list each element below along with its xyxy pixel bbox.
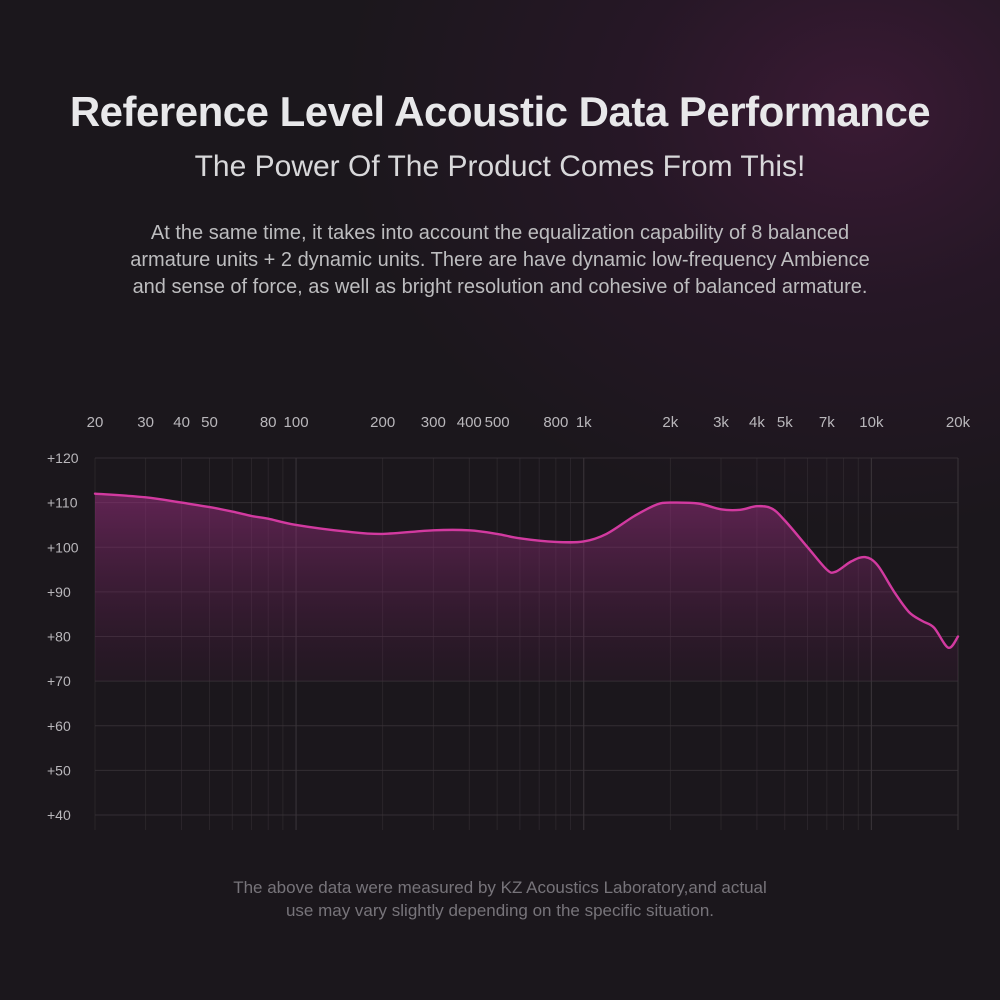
chart-series <box>93 492 960 649</box>
series-line <box>93 492 960 649</box>
y-tick-label: +120 <box>47 450 79 466</box>
y-tick-label: +70 <box>47 673 71 689</box>
x-tick-label: 200 <box>370 414 395 431</box>
description-line: and sense of force, as well as bright re… <box>132 276 868 298</box>
x-tick-label: 30 <box>137 414 154 431</box>
x-tick-label: 100 <box>284 414 309 431</box>
y-tick-label: +80 <box>47 629 71 645</box>
x-tick-label: 20 <box>87 414 104 431</box>
x-tick-label: 80 <box>260 414 277 431</box>
x-tick-label: 5k <box>777 414 793 431</box>
x-tick-label: 3k <box>713 414 729 431</box>
y-axis-ticks: +120 +110 +100 +90 +80 +70 +60 +50 +40 <box>47 450 79 823</box>
x-tick-label: 7k <box>819 414 835 431</box>
x-tick-label: 4k <box>749 414 765 431</box>
x-tick-label: 2k <box>662 414 678 431</box>
y-tick-label: +90 <box>47 584 71 600</box>
description-line: armature units + 2 dynamic units. There … <box>130 249 870 271</box>
page-title: Reference Level Acoustic Data Performanc… <box>69 88 931 135</box>
x-tick-label: 1k <box>576 414 592 431</box>
footnote: The above data were measured by KZ Acous… <box>100 876 900 922</box>
area-fill <box>95 493 958 682</box>
x-axis-ticks: 20 30 40 50 80 100 200 300 400 500 800 1k 2k 3k 4k 5k 7k… <box>87 414 971 431</box>
x-tick-label: 10k <box>859 414 884 431</box>
description: At the same time, it takes into account … <box>60 220 940 301</box>
footnote-line: The above data were measured by KZ Acous… <box>233 878 767 897</box>
x-tick-label: 40 <box>173 414 190 431</box>
x-tick-label: 20k <box>946 414 971 431</box>
y-tick-label: +100 <box>47 539 79 555</box>
y-tick-label: +40 <box>47 807 71 823</box>
page-subtitle: The Power Of The Product Comes From This… <box>194 150 806 183</box>
y-tick-label: +110 <box>47 495 78 511</box>
x-tick-label: 50 <box>201 414 218 431</box>
x-tick-label: 300 <box>421 414 446 431</box>
y-tick-label: +60 <box>47 718 71 734</box>
x-tick-label: 800 <box>543 414 568 431</box>
description-line: At the same time, it takes into account … <box>150 222 850 244</box>
x-tick-label: 400 <box>457 414 482 431</box>
chart-area <box>95 493 958 682</box>
x-tick-label: 500 <box>485 414 510 431</box>
footnote-line: use may vary slightly depending on the s… <box>285 901 715 920</box>
y-tick-label: +50 <box>47 762 71 778</box>
